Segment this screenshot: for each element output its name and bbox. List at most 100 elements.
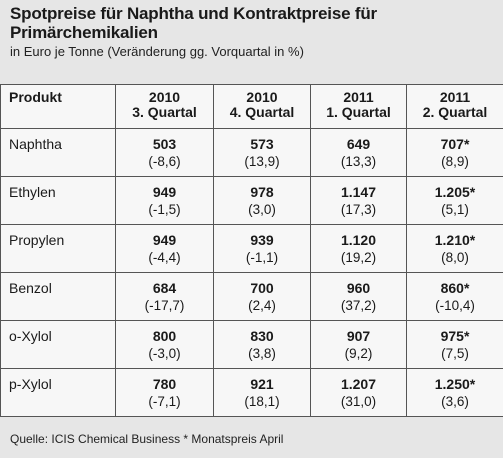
price-value: 949 — [152, 184, 177, 200]
price-change: (8,0) — [441, 250, 469, 265]
price-value: 960 — [346, 280, 371, 296]
column-header-quarter: 4. Quartal — [229, 104, 295, 120]
price-value: 949 — [152, 232, 177, 248]
price-value: 975* — [440, 328, 470, 344]
price-cell: 700 (2,4) — [213, 272, 311, 321]
price-cell: 503 (-8,6) — [115, 128, 214, 177]
column-header: Produkt — [0, 84, 116, 129]
price-change: (37,2) — [340, 298, 377, 313]
source-note: Quelle: ICIS Chemical Business * Monatsp… — [10, 432, 284, 446]
column-header-year: 2011 — [439, 89, 471, 105]
price-cell: 1.120 (19,2) — [310, 224, 407, 273]
price-cell: 1.207 (31,0) — [310, 368, 407, 417]
table-row: Benzol 684 (-17,7) 700 (2,4) 960 (37,2) 860* (-1… — [0, 272, 503, 321]
price-change: (-10,4) — [435, 298, 475, 313]
price-change: (2,4) — [248, 298, 276, 313]
price-change: (3,0) — [248, 202, 276, 217]
price-cell: 684 (-17,7) — [115, 272, 214, 321]
product-name: p-Xylol — [0, 368, 116, 417]
price-value: 1.120 — [340, 232, 377, 248]
price-value: 1.207 — [340, 376, 377, 392]
price-cell: 830 (3,8) — [213, 320, 311, 369]
price-value: 800 — [152, 328, 177, 344]
table-row: Naphtha 503 (-8,6) 573 (13,9) 649 (13,3) 707* (8… — [0, 128, 503, 177]
price-change: (3,8) — [248, 346, 276, 361]
price-cell: 707* (8,9) — [406, 128, 503, 177]
price-cell: 939 (-1,1) — [213, 224, 311, 273]
price-table: Produkt 2010 3. Quartal 2010 4. Quartal 20… — [0, 84, 503, 417]
product-name: Benzol — [0, 272, 116, 321]
column-header-label: Produkt — [9, 89, 62, 105]
column-header: 2011 2. Quartal — [406, 84, 503, 129]
column-header-year: 2011 — [343, 89, 374, 105]
column-header: 2010 4. Quartal — [213, 84, 311, 129]
price-change: (19,2) — [340, 250, 377, 265]
price-cell: 949 (-1,5) — [115, 176, 214, 225]
price-value: 649 — [346, 136, 371, 152]
price-cell: 800 (-3,0) — [115, 320, 214, 369]
price-cell: 649 (13,3) — [310, 128, 407, 177]
price-cell: 780 (-7,1) — [115, 368, 214, 417]
price-change: (13,9) — [244, 154, 280, 169]
price-value: 503 — [152, 136, 177, 152]
price-cell: 1.250* (3,6) — [406, 368, 503, 417]
price-cell: 573 (13,9) — [213, 128, 311, 177]
price-value: 707* — [440, 136, 470, 152]
price-change: (-8,6) — [148, 154, 181, 169]
table-row: Ethylen 949 (-1,5) 978 (3,0) 1.147 (17,3) 1.205… — [0, 176, 503, 225]
price-change: (8,9) — [441, 154, 469, 169]
price-cell: 978 (3,0) — [213, 176, 311, 225]
column-header-year: 2010 — [246, 89, 278, 105]
price-cell: 975* (7,5) — [406, 320, 503, 369]
price-cell: 921 (18,1) — [213, 368, 311, 417]
price-change: (-17,7) — [144, 298, 185, 313]
price-value: 1.147 — [340, 184, 377, 200]
page-subtitle: in Euro je Tonne (Veränderung gg. Vorqua… — [10, 44, 304, 59]
price-value: 573 — [250, 136, 274, 152]
price-change: (-7,1) — [148, 394, 181, 409]
column-header-year: 2010 — [148, 89, 181, 105]
price-value: 684 — [152, 280, 177, 296]
price-value: 700 — [250, 280, 274, 296]
price-value: 1.210* — [434, 232, 476, 248]
column-header: 2010 3. Quartal — [115, 84, 214, 129]
price-value: 1.205* — [434, 184, 476, 200]
table-row: Propylen 949 (-4,4) 939 (-1,1) 1.120 (19,2) 1.2… — [0, 224, 503, 273]
price-value: 907 — [346, 328, 371, 344]
price-value: 978 — [250, 184, 274, 200]
column-header: 2011 1. Quartal — [310, 84, 407, 129]
product-name: Propylen — [0, 224, 116, 273]
price-cell: 907 (9,2) — [310, 320, 407, 369]
price-change: (-4,4) — [148, 250, 181, 265]
price-change: (7,5) — [441, 346, 469, 361]
price-cell: 1.205* (5,1) — [406, 176, 503, 225]
price-value: 830 — [250, 328, 274, 344]
price-change: (-1,1) — [245, 250, 279, 265]
price-value: 921 — [250, 376, 274, 392]
price-value: 939 — [250, 232, 274, 248]
table-header-row: Produkt 2010 3. Quartal 2010 4. Quartal 20… — [0, 84, 503, 129]
product-name: Naphtha — [0, 128, 116, 177]
price-change: (31,0) — [340, 394, 377, 409]
column-header-quarter: 3. Quartal — [132, 104, 197, 120]
price-change: (17,3) — [340, 202, 377, 217]
price-change: (9,2) — [344, 346, 373, 361]
column-header-quarter: 1. Quartal — [326, 104, 391, 120]
price-change: (18,1) — [244, 394, 280, 409]
price-cell: 860* (-10,4) — [406, 272, 503, 321]
product-name: o-Xylol — [0, 320, 116, 369]
page-title: Spotpreise für Naphtha und Kontraktpreis… — [10, 4, 377, 42]
table-row: o-Xylol 800 (-3,0) 830 (3,8) 907 (9,2) 975* (7,5… — [0, 320, 503, 369]
price-cell: 960 (37,2) — [310, 272, 407, 321]
column-header-quarter: 2. Quartal — [422, 104, 488, 120]
table-row: p-Xylol 780 (-7,1) 921 (18,1) 1.207 (31,0) 1.25… — [0, 368, 503, 417]
product-name: Ethylen — [0, 176, 116, 225]
price-change: (3,6) — [441, 394, 469, 409]
price-change: (-1,5) — [148, 202, 181, 217]
price-change: (13,3) — [340, 154, 377, 169]
price-change: (5,1) — [441, 202, 469, 217]
price-value: 780 — [152, 376, 177, 392]
price-cell: 1.210* (8,0) — [406, 224, 503, 273]
price-value: 860* — [440, 280, 470, 296]
price-cell: 1.147 (17,3) — [310, 176, 407, 225]
